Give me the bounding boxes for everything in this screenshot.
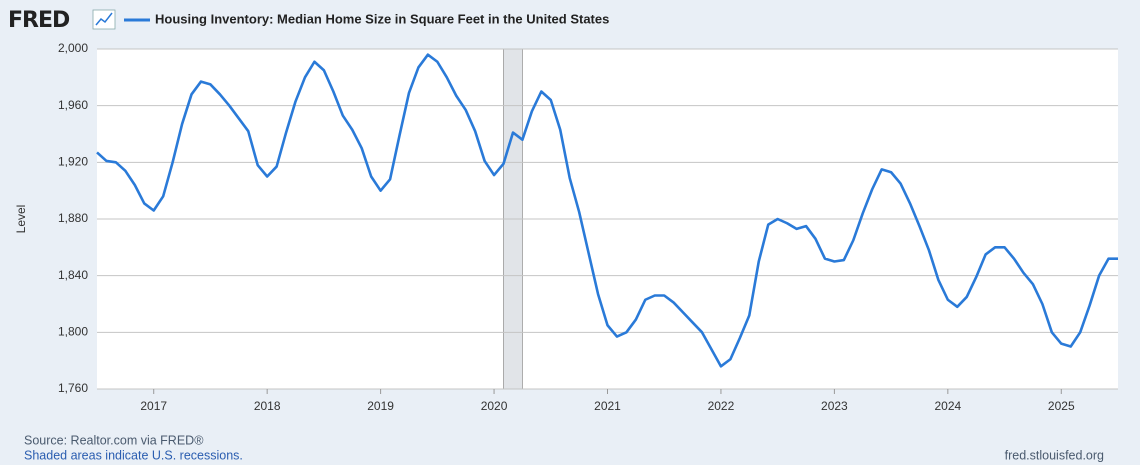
y-tick-label: 1,760 bbox=[58, 381, 88, 395]
logo-icon bbox=[92, 9, 116, 30]
y-tick-label: 1,920 bbox=[58, 155, 88, 169]
y-tick-label: 1,880 bbox=[58, 211, 88, 225]
source: Source: Realtor.com via FRED® bbox=[24, 433, 204, 447]
y-tick-label: 2,000 bbox=[58, 41, 88, 55]
x-tick-label: 2024 bbox=[934, 399, 961, 413]
url: fred.stlouisfed.org bbox=[1005, 448, 1104, 462]
x-tick-label: 2018 bbox=[254, 399, 281, 413]
note: Shaded areas indicate U.S. recessions. bbox=[24, 448, 243, 462]
x-tick-label: 2021 bbox=[594, 399, 621, 413]
x-tick-label: 2023 bbox=[821, 399, 848, 413]
series-line bbox=[96, 53, 1118, 368]
x-tick-label: 2017 bbox=[140, 399, 167, 413]
legend-label: Housing Inventory: Median Home Size in S… bbox=[155, 11, 609, 26]
x-tick-label: 2025 bbox=[1048, 399, 1075, 413]
y-tick-label: 1,960 bbox=[58, 98, 88, 112]
y-tick-label: 1,840 bbox=[58, 268, 88, 282]
x-tick-label: 2022 bbox=[708, 399, 735, 413]
x-tick-label: 2019 bbox=[367, 399, 394, 413]
x-tick-label: 2020 bbox=[481, 399, 508, 413]
logo: FRED bbox=[8, 8, 70, 33]
y-axis-label: Level bbox=[14, 205, 28, 234]
y-tick-label: 1,800 bbox=[58, 325, 88, 339]
